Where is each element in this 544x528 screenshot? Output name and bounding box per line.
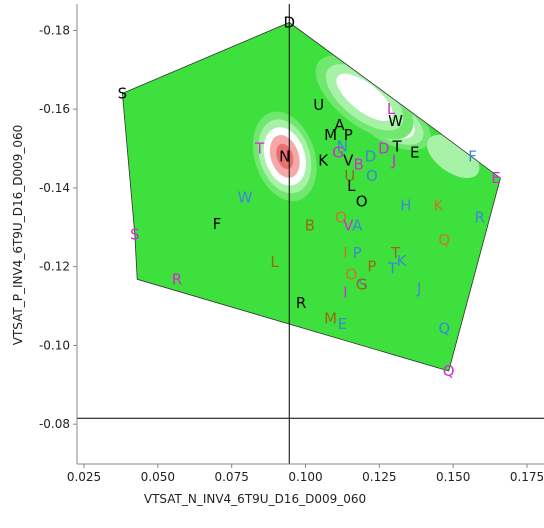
point-marker: B bbox=[354, 155, 364, 173]
x-tick-label: 0.075 bbox=[214, 470, 248, 484]
y-axis-title: VTSAT_P_INV4_6T9U_D16_D009_060 bbox=[11, 125, 25, 346]
point-marker: M bbox=[324, 126, 337, 144]
y-tick-label: -0.14 bbox=[39, 181, 70, 195]
point-marker: B bbox=[305, 216, 315, 234]
contour-ring bbox=[336, 73, 393, 121]
point-marker: P bbox=[344, 126, 353, 144]
x-tick-label: 0.025 bbox=[67, 470, 101, 484]
point-marker: L bbox=[347, 177, 356, 195]
point-marker: N bbox=[279, 147, 290, 165]
point-marker: S bbox=[130, 225, 140, 243]
point-marker: Q bbox=[443, 362, 455, 380]
point-marker: K bbox=[433, 197, 444, 215]
point-marker: O bbox=[335, 208, 347, 226]
point-marker: O bbox=[356, 193, 368, 211]
point-marker: K bbox=[318, 151, 329, 169]
point-marker: I bbox=[343, 244, 347, 262]
x-tick-label: 0.175 bbox=[510, 470, 544, 484]
point-marker: M bbox=[324, 310, 337, 328]
point-marker: O bbox=[345, 266, 357, 284]
point-marker: W bbox=[238, 189, 253, 207]
point-marker: Q bbox=[438, 320, 450, 338]
point-marker: K bbox=[397, 252, 408, 270]
point-marker: P bbox=[353, 244, 362, 262]
x-tick-label: 0.125 bbox=[362, 470, 396, 484]
point-marker: R bbox=[474, 208, 484, 226]
point-marker: V bbox=[343, 216, 354, 234]
x-tick-label: 0.100 bbox=[288, 470, 322, 484]
point-marker: E bbox=[410, 144, 419, 162]
x-axis-ticks: 0.025 0.050 0.075 0.100 0.125 0.150 0.175 bbox=[67, 464, 544, 484]
y-tick-label: -0.16 bbox=[39, 102, 70, 116]
y-axis-ticks: -0.18 -0.16 -0.14 -0.12 -0.10 -0.08 bbox=[39, 23, 77, 431]
point-marker: T bbox=[390, 244, 401, 262]
y-tick-label: -0.12 bbox=[39, 260, 70, 274]
point-marker: Q bbox=[438, 231, 450, 249]
point-marker: W bbox=[388, 112, 403, 130]
x-axis-title: VTSAT_N_INV4_6T9U_D16_D009_060 bbox=[144, 492, 366, 506]
point-marker: G bbox=[332, 144, 344, 162]
point-marker: U bbox=[344, 167, 355, 185]
point-marker: O bbox=[366, 167, 378, 185]
point-marker: S bbox=[118, 84, 128, 102]
x-tick-label: 0.050 bbox=[141, 470, 175, 484]
point-marker: L bbox=[387, 100, 396, 118]
point-marker: R bbox=[296, 294, 306, 312]
point-marker: G bbox=[356, 275, 368, 293]
point-marker: S bbox=[358, 275, 368, 293]
y-tick-label: -0.10 bbox=[39, 338, 70, 352]
point-marker: T bbox=[387, 260, 398, 278]
contour-hull-outline bbox=[121, 22, 501, 372]
point-marker: H bbox=[400, 197, 411, 215]
point-marker: R bbox=[172, 270, 182, 288]
point-marker: L bbox=[270, 253, 279, 271]
point-marker: A bbox=[352, 216, 363, 234]
x-tick-label: 0.150 bbox=[436, 470, 470, 484]
point-marker: D bbox=[378, 140, 390, 158]
point-marker: E bbox=[338, 315, 347, 333]
point-marker: N bbox=[337, 138, 348, 156]
point-marker: E bbox=[491, 169, 500, 187]
contour-layer bbox=[121, 22, 501, 372]
contour-band bbox=[426, 134, 480, 179]
y-tick-label: -0.18 bbox=[39, 23, 70, 37]
point-marker: V bbox=[343, 151, 354, 169]
point-marker: D bbox=[365, 147, 377, 165]
point-marker: P bbox=[367, 258, 376, 276]
point-marker: T bbox=[392, 138, 403, 156]
point-marker: J bbox=[391, 151, 396, 169]
point-marker: D bbox=[284, 14, 296, 32]
point-marker: J bbox=[416, 279, 421, 297]
point-marker: U bbox=[313, 96, 324, 114]
point-marker: A bbox=[334, 116, 345, 134]
point-marker: F bbox=[468, 147, 477, 165]
point-marker: I bbox=[343, 283, 347, 301]
point-marker: T bbox=[254, 140, 265, 158]
y-tick-label: -0.08 bbox=[39, 417, 70, 431]
point-marker: F bbox=[213, 215, 222, 233]
